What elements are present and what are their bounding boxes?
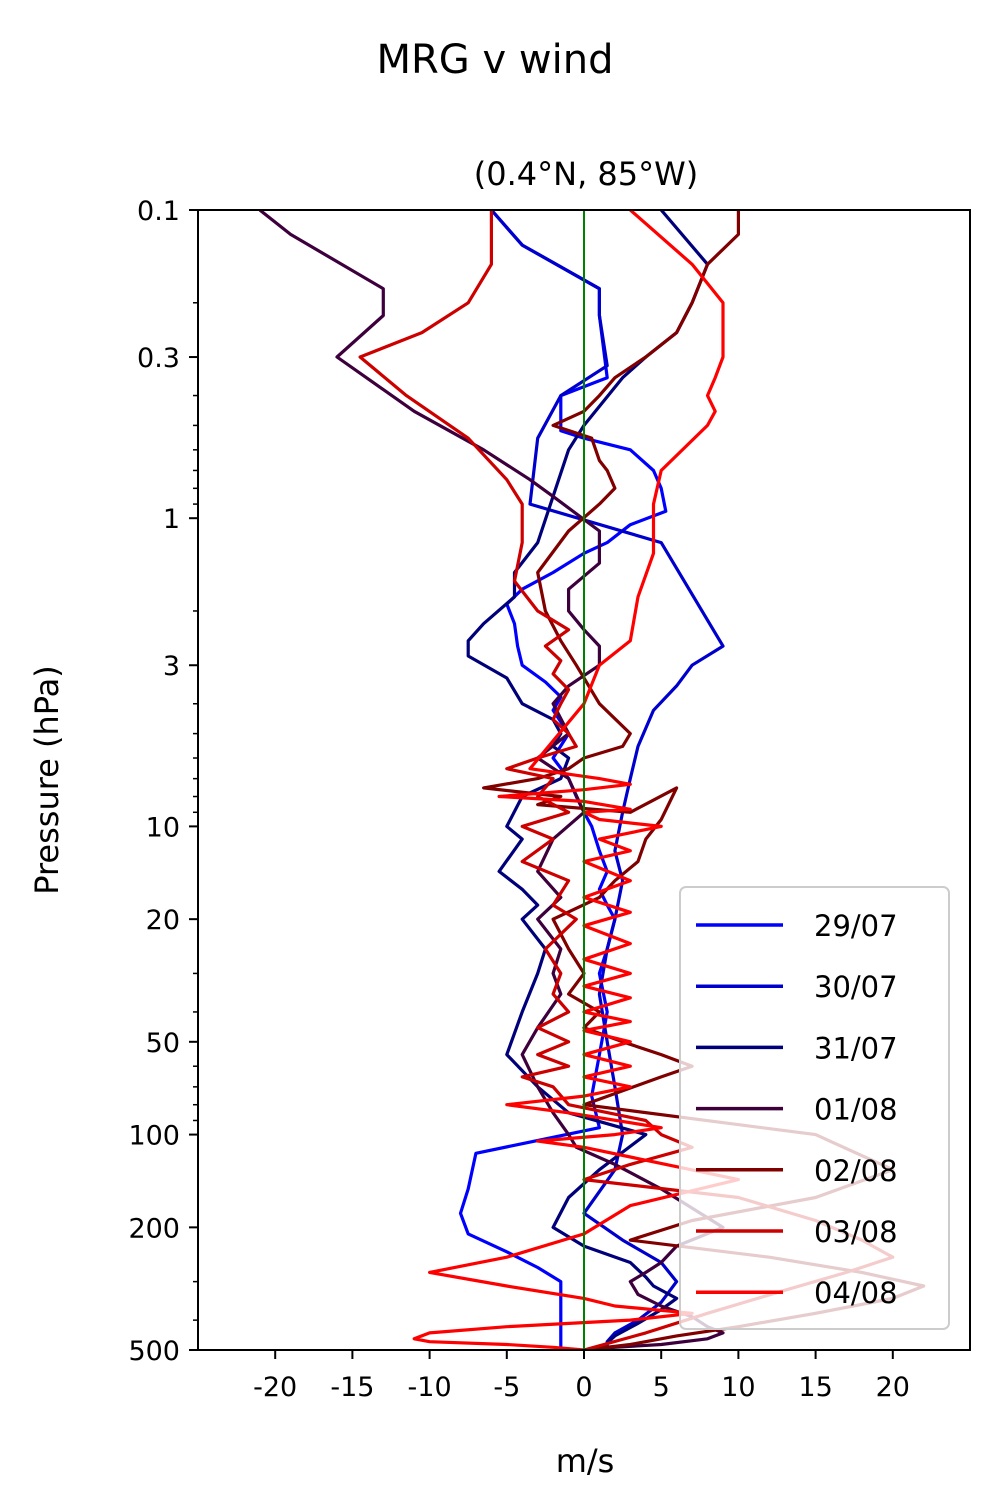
y-axis-label: Pressure (hPa) (28, 665, 66, 895)
y-tick-label: 3 (163, 651, 180, 682)
y-tick-label: 0.3 (137, 343, 180, 374)
series-line-0 (458, 210, 668, 1350)
legend-label-4: 02/08 (814, 1154, 898, 1188)
x-tick-label: 0 (575, 1372, 592, 1403)
legend-label-3: 01/08 (814, 1093, 898, 1127)
y-tick-label: 100 (128, 1121, 180, 1152)
y-tick-label: 200 (128, 1213, 180, 1244)
legend-label-6: 04/08 (814, 1276, 898, 1310)
figure-title: MRG v wind (377, 37, 614, 83)
legend-label-5: 03/08 (814, 1215, 898, 1249)
y-tick-label: 50 (146, 1028, 180, 1059)
x-tick-label: -10 (408, 1372, 452, 1403)
y-tick-label: 0.1 (137, 196, 180, 227)
x-tick-label: 15 (798, 1372, 832, 1403)
series-line-3 (258, 210, 725, 1350)
series-line-1 (490, 210, 725, 1350)
y-tick-label: 10 (146, 812, 180, 843)
y-tick-label: 500 (128, 1336, 180, 1367)
x-tick-label: 10 (721, 1372, 755, 1403)
x-tick-label: -15 (330, 1372, 374, 1403)
legend-box (679, 886, 950, 1330)
x-tick-label: -20 (253, 1372, 297, 1403)
legend-label-0: 29/07 (814, 909, 898, 943)
axis-ticks: -20 -15 -10 -5 0 5 10 15 20 0.1 0.3 1 3 10 20 50 100 200 5… (128, 196, 910, 1403)
y-tick-label: 20 (146, 905, 180, 936)
x-axis-label: m/s (556, 1442, 615, 1480)
series-line-5 (358, 210, 895, 1350)
plot-frame (197, 209, 971, 1351)
legend: 29/07 30/07 31/07 01/08 02/08 03/08 04/08 (679, 886, 950, 1330)
x-tick-label: 5 (653, 1372, 670, 1403)
y-tick-label: 1 (163, 504, 180, 535)
series-lines (258, 210, 926, 1350)
series-line-2 (466, 210, 710, 1350)
series-line-6 (412, 210, 741, 1350)
x-tick-label: -5 (493, 1372, 520, 1403)
legend-label-1: 30/07 (814, 970, 898, 1004)
plot-subtitle: (0.4°N, 85°W) (474, 155, 699, 193)
legend-label-2: 31/07 (814, 1031, 898, 1065)
x-tick-label: 20 (876, 1372, 910, 1403)
